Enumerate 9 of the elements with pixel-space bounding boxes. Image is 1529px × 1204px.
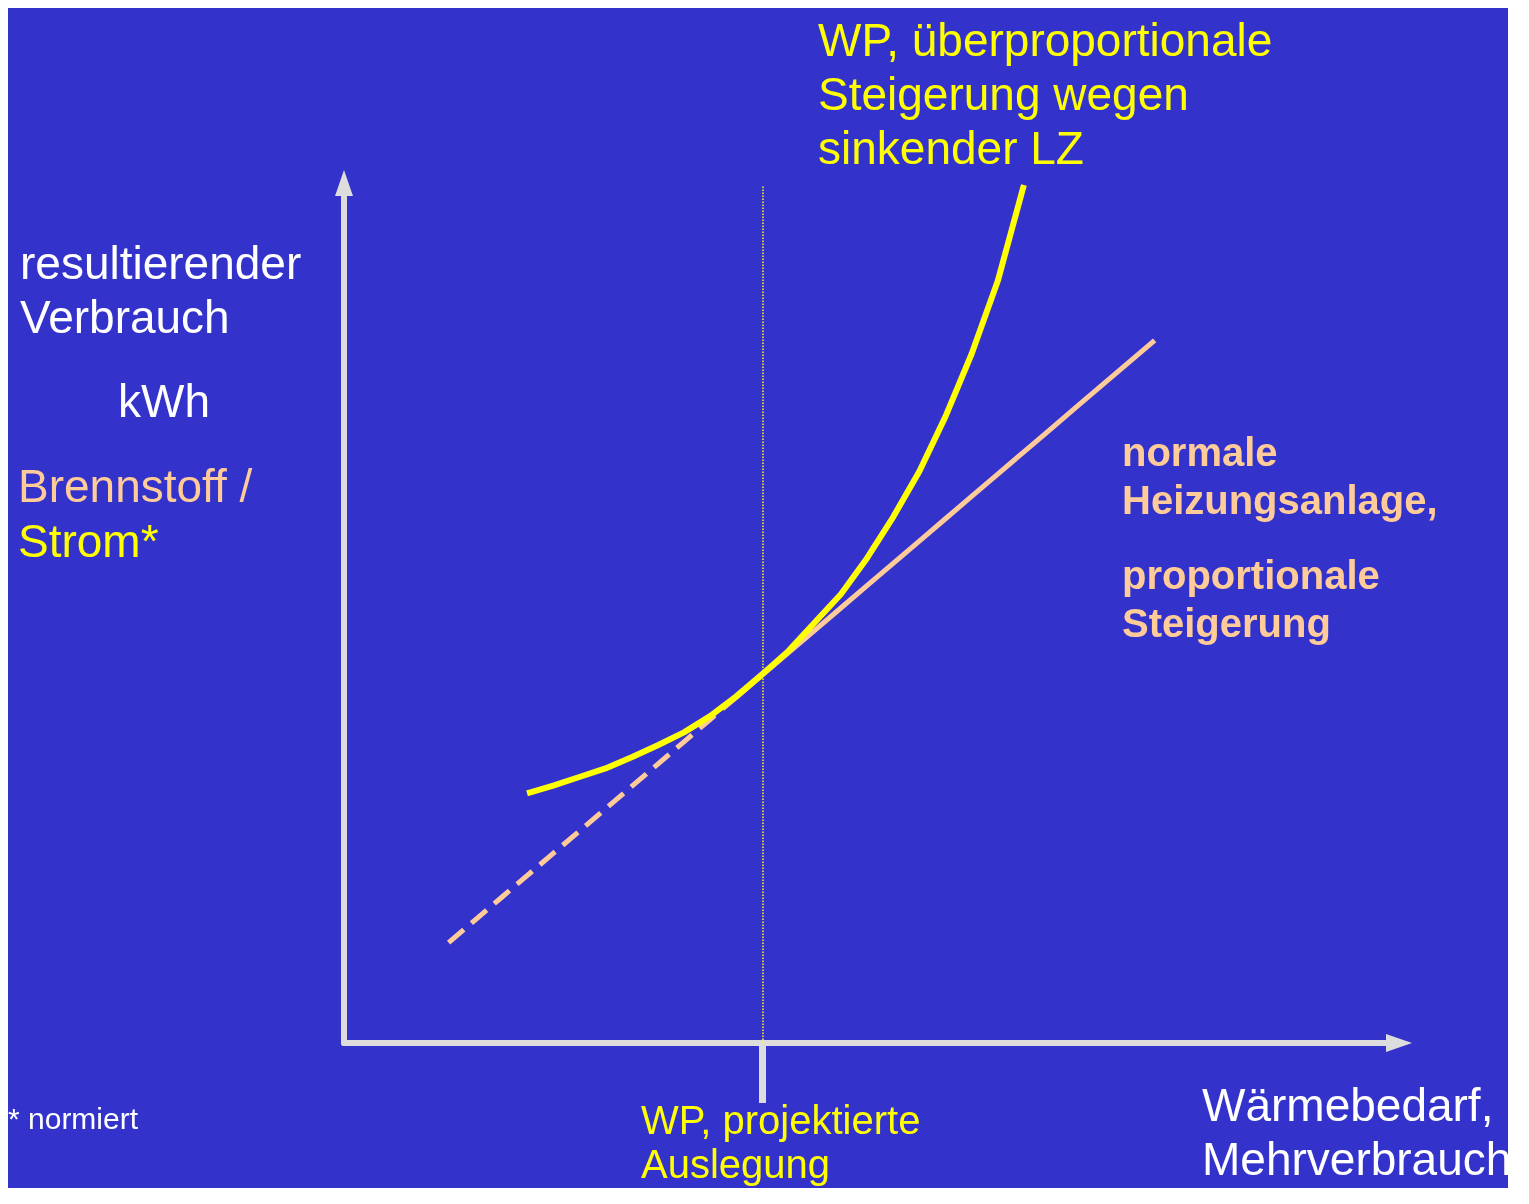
text: * normiert: [8, 1101, 139, 1135]
text: WP, projektierte Auslegung: [641, 1098, 921, 1186]
text: Brennstoff /: [18, 459, 253, 512]
y-axis-title: resultierender Verbrauch: [20, 237, 302, 343]
series-label: normale Heizungsanlage, proportionale Steigerung: [1122, 430, 1438, 645]
text: Strom*: [18, 514, 159, 567]
text: WP, überproportionale Steigerung wegen sinkender LZ: [818, 14, 1273, 174]
text: kWh: [118, 374, 210, 427]
x-axis-title: Wärmebedarf, Mehrverbrauch: [1202, 1079, 1512, 1185]
